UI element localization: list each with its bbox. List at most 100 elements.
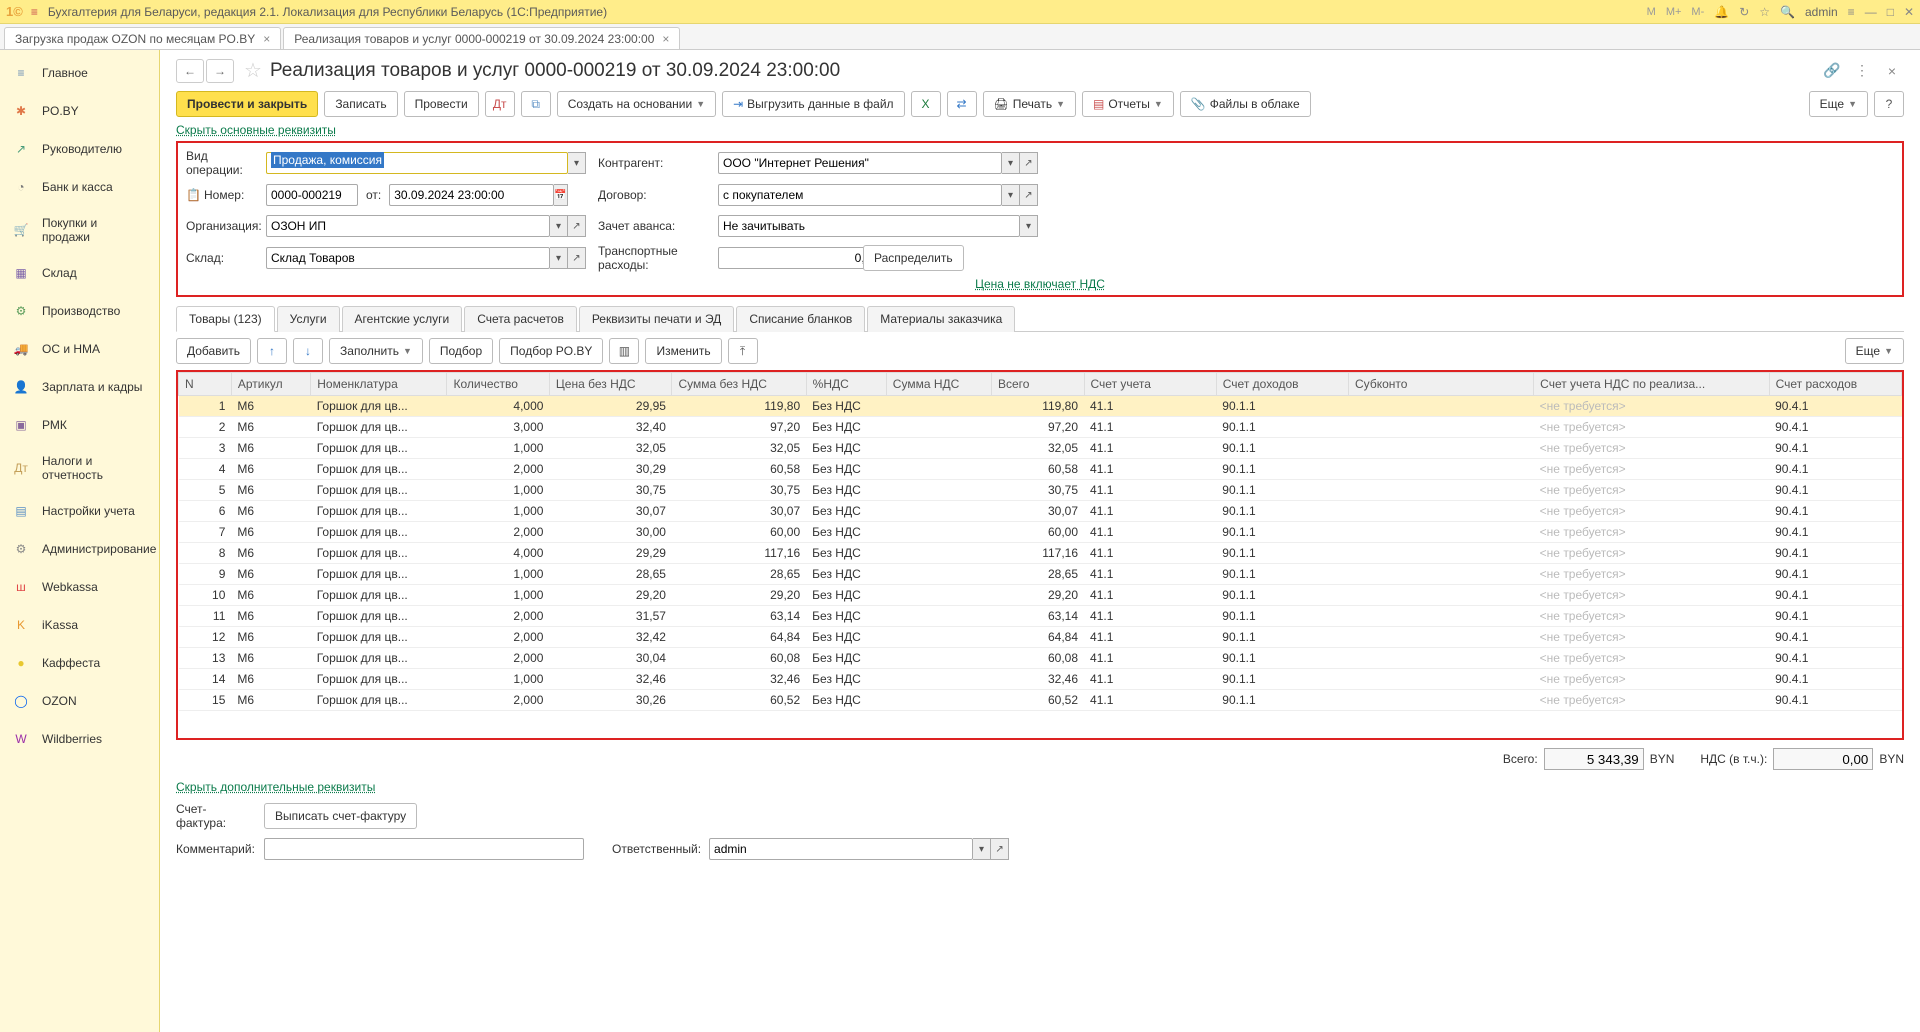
search-icon[interactable]: 🔍 [1780,5,1795,19]
sidebar-item-настройки-учета[interactable]: ▤Настройки учета [0,492,159,530]
print-button[interactable]: 🖨 Печать▼ [983,91,1076,117]
user-label[interactable]: admin [1805,5,1838,19]
column-header[interactable]: Сумма НДС [886,373,991,396]
open-ref-icon[interactable]: ↗ [568,247,586,269]
memory-mminus-button[interactable]: M- [1691,6,1704,18]
advance-input[interactable] [718,215,1020,237]
column-header[interactable]: Артикул [231,373,310,396]
sidebar-item-склад[interactable]: ▦Склад [0,254,159,292]
dropdown-icon[interactable]: ▾ [550,247,568,269]
star-icon[interactable]: ☆ [1759,5,1770,19]
column-header[interactable]: Всего [991,373,1084,396]
fill-button[interactable]: Заполнить▼ [329,338,423,364]
memory-m-button[interactable]: M [1647,6,1656,18]
table-row[interactable]: 9 M6 Горшок для цв... 1,000 28,65 28,65 … [179,564,1902,585]
reports-button[interactable]: ▤ Отчеты▼ [1082,91,1174,117]
table-row[interactable]: 3 M6 Горшок для цв... 1,000 32,05 32,05 … [179,438,1902,459]
dt-kt-icon[interactable]: Дт [485,91,515,117]
distribute-button[interactable]: Распределить [863,245,964,271]
link-icon[interactable]: 🔗 [1820,60,1844,82]
sidebar-item-po.by[interactable]: ✱PO.BY [0,92,159,130]
upload-button[interactable]: ⇥ Выгрузить данные в файл [722,91,904,117]
sidebar-item-рмк[interactable]: ▣РМК [0,406,159,444]
table-row[interactable]: 4 M6 Горшок для цв... 2,000 30,29 60,58 … [179,459,1902,480]
add-row-button[interactable]: Добавить [176,338,251,364]
nav-forward-button[interactable]: → [206,59,234,83]
calendar-icon[interactable]: 📅 [554,184,567,206]
counterparty-input[interactable] [718,152,1002,174]
responsible-input[interactable] [709,838,973,860]
excel-icon[interactable]: X [911,91,941,117]
sidebar-item-ос-и-нма[interactable]: 🚚ОС и НМА [0,330,159,368]
nav-back-button[interactable]: ← [176,59,204,83]
dropdown-icon[interactable]: ▾ [1002,184,1020,206]
sidebar-item-webkassa[interactable]: шWebkassa [0,568,159,606]
table-row[interactable]: 12 M6 Горшок для цв... 2,000 32,42 64,84… [179,627,1902,648]
sidebar-item-главное[interactable]: ≡Главное [0,54,159,92]
column-header[interactable]: Цена без НДС [549,373,672,396]
column-header[interactable]: Субконто [1349,373,1534,396]
table-row[interactable]: 2 M6 Горшок для цв... 3,000 32,40 97,20 … [179,417,1902,438]
table-row[interactable]: 10 M6 Горшок для цв... 1,000 29,20 29,20… [179,585,1902,606]
number-input[interactable] [266,184,358,206]
comment-input[interactable] [264,838,584,860]
doc-tab[interactable]: Списание бланков [736,306,865,332]
sidebar-item-налоги-и-отчетность[interactable]: ДтНалоги и отчетность [0,444,159,492]
table-more-button[interactable]: Еще▼ [1845,338,1904,364]
table-row[interactable]: 11 M6 Горшок для цв... 2,000 31,57 63,14… [179,606,1902,627]
maximize-icon[interactable]: □ [1887,5,1894,19]
post-button[interactable]: Провести [404,91,479,117]
sidebar-item-зарплата-и-кадры[interactable]: 👤Зарплата и кадры [0,368,159,406]
table-row[interactable]: 13 M6 Горшок для цв... 2,000 30,04 60,08… [179,648,1902,669]
transport-input[interactable] [718,247,883,269]
tab-close-icon[interactable]: × [662,32,669,46]
column-header[interactable]: Счет учета [1084,373,1216,396]
doc-tab[interactable]: Услуги [277,306,340,332]
column-header[interactable]: %НДС [806,373,886,396]
doc-tab[interactable]: Реквизиты печати и ЭД [579,306,735,332]
dropdown-icon[interactable]: ▾ [550,215,568,237]
close-app-icon[interactable]: ✕ [1904,5,1914,19]
doc-tab[interactable]: Счета расчетов [464,306,577,332]
sidebar-item-ikassa[interactable]: KiKassa [0,606,159,644]
settings-icon[interactable]: ≡ [1848,5,1855,19]
table-row[interactable]: 6 M6 Горшок для цв... 1,000 30,07 30,07 … [179,501,1902,522]
write-button[interactable]: Записать [324,91,397,117]
favorite-star-icon[interactable]: ☆ [244,58,262,83]
column-header[interactable]: Счет расходов [1769,373,1901,396]
table-row[interactable]: 15 M6 Горшок для цв... 2,000 30,26 60,52… [179,690,1902,711]
sidebar-item-покупки-и-продажи[interactable]: 🛒Покупки и продажи [0,206,159,254]
table-row[interactable]: 8 M6 Горшок для цв... 4,000 29,29 117,16… [179,543,1902,564]
organization-input[interactable] [266,215,550,237]
edit-button[interactable]: Изменить [645,338,721,364]
hide-extra-props-link[interactable]: Скрыть дополнительные реквизиты [176,780,375,794]
bell-icon[interactable]: 🔔 [1714,5,1729,19]
sidebar-item-ozon[interactable]: ◯OZON [0,682,159,720]
post-and-close-button[interactable]: Провести и закрыть [176,91,318,117]
doc-tab[interactable]: Материалы заказчика [867,306,1015,332]
open-ref-icon[interactable]: ↗ [1020,184,1038,206]
open-ref-icon[interactable]: ↗ [991,838,1009,860]
sidebar-item-руководителю[interactable]: ↗Руководителю [0,130,159,168]
open-ref-icon[interactable]: ↗ [568,215,586,237]
column-header[interactable]: N [179,373,232,396]
help-icon[interactable]: ? [1874,91,1904,117]
create-on-basis-button[interactable]: Создать на основании▼ [557,91,716,117]
price-vat-link[interactable]: Цена не включает НДС [975,277,1105,291]
hide-main-props-link[interactable]: Скрыть основные реквизиты [176,123,336,137]
more-vert-icon[interactable]: ⋮ [1850,60,1874,82]
dropdown-icon[interactable]: ▾ [1002,152,1020,174]
table-row[interactable]: 5 M6 Горшок для цв... 1,000 30,75 30,75 … [179,480,1902,501]
table-row[interactable]: 1 M6 Горшок для цв... 4,000 29,95 119,80… [179,396,1902,417]
more-button[interactable]: Еще▼ [1809,91,1868,117]
hamburger-icon[interactable]: ≡ [31,5,38,19]
column-header[interactable]: Счет учета НДС по реализа... [1534,373,1769,396]
sidebar-item-каффеста[interactable]: ●Каффеста [0,644,159,682]
column-header[interactable]: Количество [447,373,549,396]
open-ref-icon[interactable]: ↗ [1020,152,1038,174]
operation-type-input[interactable]: Продажа, комиссия [266,152,568,174]
column-header[interactable]: Счет доходов [1216,373,1348,396]
tab-close-icon[interactable]: × [263,32,270,46]
date-input[interactable] [389,184,554,206]
tab-realization[interactable]: Реализация товаров и услуг 0000-000219 о… [283,27,680,49]
